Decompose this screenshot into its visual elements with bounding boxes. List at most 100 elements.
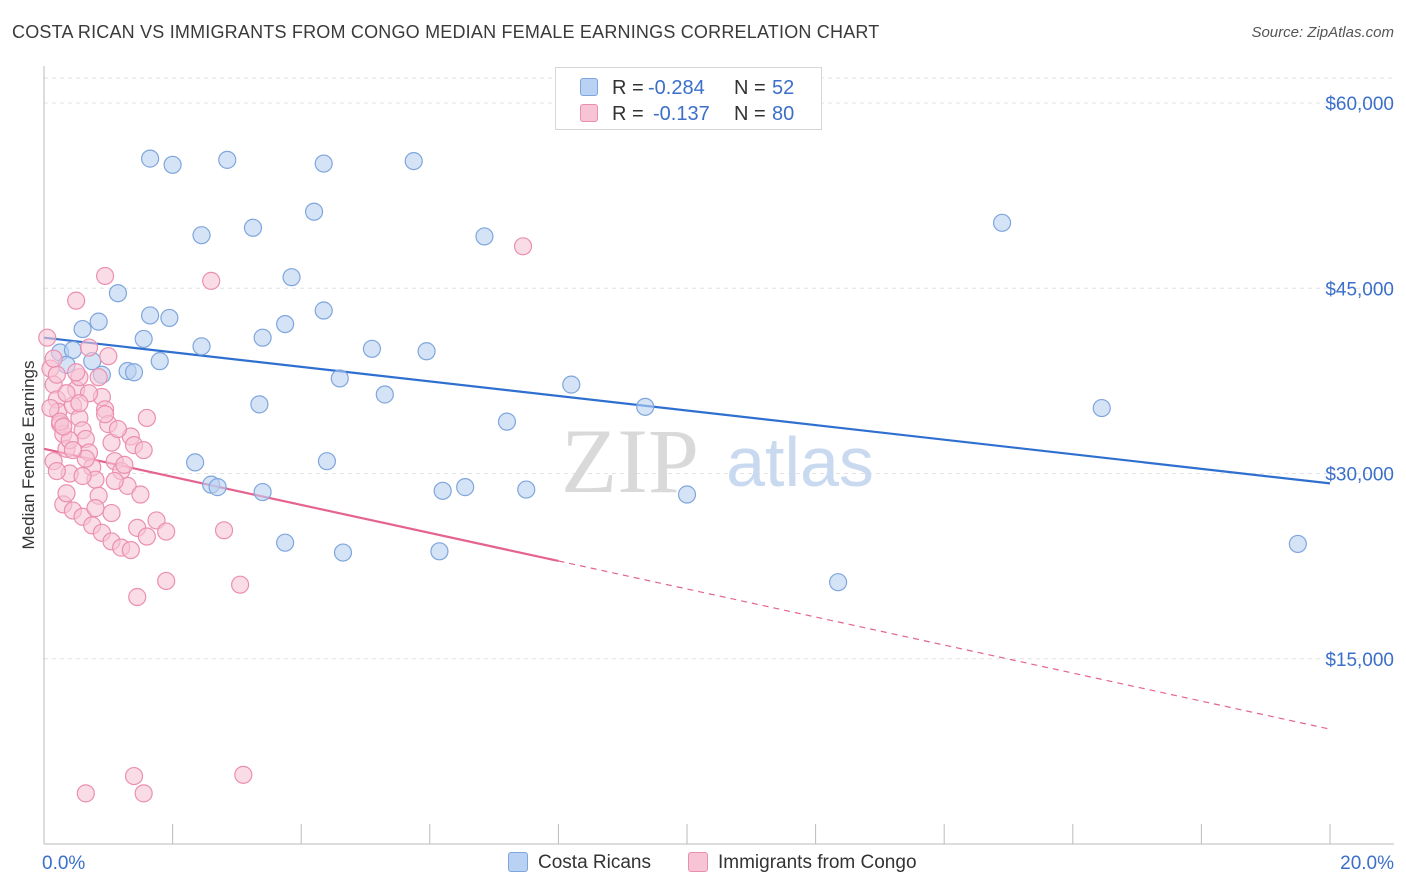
y-axis-labels: $15,000 $30,000 $45,000 $60,000	[1325, 94, 1394, 671]
data-point-pink	[124, 766, 144, 786]
data-point-blue	[243, 218, 263, 237]
data-point-blue	[362, 339, 382, 358]
y-axis-title: Median Female Earnings	[19, 361, 38, 550]
chart-title: COSTA RICAN VS IMMIGRANTS FROM CONGO MED…	[12, 22, 880, 42]
points-congo	[38, 237, 533, 803]
data-point-blue	[304, 202, 324, 221]
data-point-blue	[124, 363, 144, 382]
data-point-blue	[276, 314, 295, 334]
source-label: Source: ZipAtlas.com	[1251, 24, 1394, 41]
legend-item-congo: Immigrants from Congo	[688, 852, 917, 874]
r-label: R =	[612, 77, 644, 99]
data-point-blue	[218, 150, 237, 169]
data-point-blue	[134, 329, 153, 349]
data-point-pink	[95, 266, 115, 286]
data-point-blue	[829, 573, 848, 592]
data-point-blue	[497, 412, 517, 431]
data-point-pink	[95, 405, 115, 424]
data-point-pink	[121, 540, 140, 560]
data-point-blue	[253, 482, 272, 502]
data-point-blue	[1092, 398, 1111, 418]
y-tick-label: $15,000	[1325, 650, 1394, 671]
data-point-blue	[253, 328, 272, 347]
y-tick-label: $30,000	[1325, 465, 1394, 486]
data-point-pink	[67, 363, 86, 382]
axes	[43, 66, 1394, 845]
data-point-blue	[250, 395, 269, 414]
data-point-pink	[67, 291, 86, 310]
data-point-blue	[433, 481, 452, 500]
data-point-blue	[108, 284, 128, 303]
data-point-blue	[456, 478, 475, 497]
stats-box: R = -0.284 N = 52 R = -0.137 N = 80	[555, 67, 822, 130]
data-point-pink	[157, 522, 176, 541]
data-point-blue	[317, 452, 337, 471]
data-point-blue	[314, 154, 333, 173]
n-label: N =	[734, 77, 766, 99]
data-point-blue	[192, 226, 211, 245]
data-point-pink	[137, 408, 156, 428]
data-point-pink	[214, 521, 234, 540]
data-point-pink	[70, 394, 89, 413]
data-point-blue	[186, 453, 205, 472]
data-point-pink	[57, 384, 76, 403]
legend-label: Immigrants from Congo	[718, 852, 917, 873]
r-label: R =	[612, 103, 644, 125]
trend-line-extension-pink	[558, 560, 1331, 730]
data-point-blue	[160, 308, 179, 328]
swatch-pink	[580, 104, 598, 122]
r-value: -0.284	[648, 77, 705, 99]
data-point-pink	[47, 365, 66, 384]
data-point-blue	[276, 533, 295, 552]
data-point-pink	[134, 784, 153, 803]
data-point-blue	[517, 480, 536, 499]
data-point-blue	[404, 151, 423, 171]
data-point-pink	[63, 440, 83, 460]
data-point-pink	[99, 347, 118, 366]
grid-lines	[44, 77, 1394, 660]
data-point-blue	[430, 542, 449, 561]
data-point-blue	[562, 375, 581, 394]
data-point-blue	[73, 319, 92, 339]
n-value: 52	[772, 77, 795, 99]
data-point-blue	[150, 352, 169, 371]
data-point-pink	[102, 503, 121, 523]
data-point-pink	[513, 237, 533, 256]
data-point-blue	[677, 485, 697, 504]
data-point-blue	[475, 227, 494, 246]
data-point-blue	[282, 268, 301, 287]
stats-row-congo: R = -0.137 N = 80	[556, 101, 821, 127]
legend-swatch-pink	[688, 852, 708, 872]
data-point-pink	[105, 471, 124, 491]
data-point-blue	[333, 543, 353, 562]
data-point-pink	[73, 466, 92, 486]
data-point-pink	[41, 398, 60, 418]
data-point-pink	[44, 349, 63, 368]
data-point-pink	[86, 499, 105, 518]
legend-label: Costa Ricans	[538, 852, 651, 873]
legend-swatch-blue	[508, 852, 528, 872]
data-point-pink	[157, 571, 176, 591]
points-costa-ricans	[50, 149, 1307, 592]
data-point-pink	[231, 575, 250, 594]
trend-line-blue	[43, 336, 1331, 485]
data-point-pink	[38, 328, 57, 347]
data-point-blue	[314, 301, 333, 320]
r-value: -0.137	[653, 103, 710, 125]
data-point-pink	[76, 449, 95, 468]
watermark-atlas: atlas	[726, 423, 874, 501]
y-tick-label: $60,000	[1325, 94, 1394, 115]
data-point-pink	[79, 338, 99, 357]
swatch-blue	[580, 78, 598, 96]
data-point-pink	[57, 484, 76, 503]
legend-item-costa-ricans: Costa Ricans	[508, 852, 651, 874]
y-tick-label: $45,000	[1325, 279, 1394, 300]
x-tick-min: 0.0%	[42, 853, 85, 874]
data-point-pink	[128, 587, 147, 607]
watermark: ZIP atlas	[561, 410, 874, 512]
trend-lines	[43, 336, 1331, 730]
stats-row-costa-ricans: R = -0.284 N = 52	[556, 75, 821, 101]
data-point-blue	[163, 155, 182, 174]
data-point-pink	[234, 765, 253, 784]
